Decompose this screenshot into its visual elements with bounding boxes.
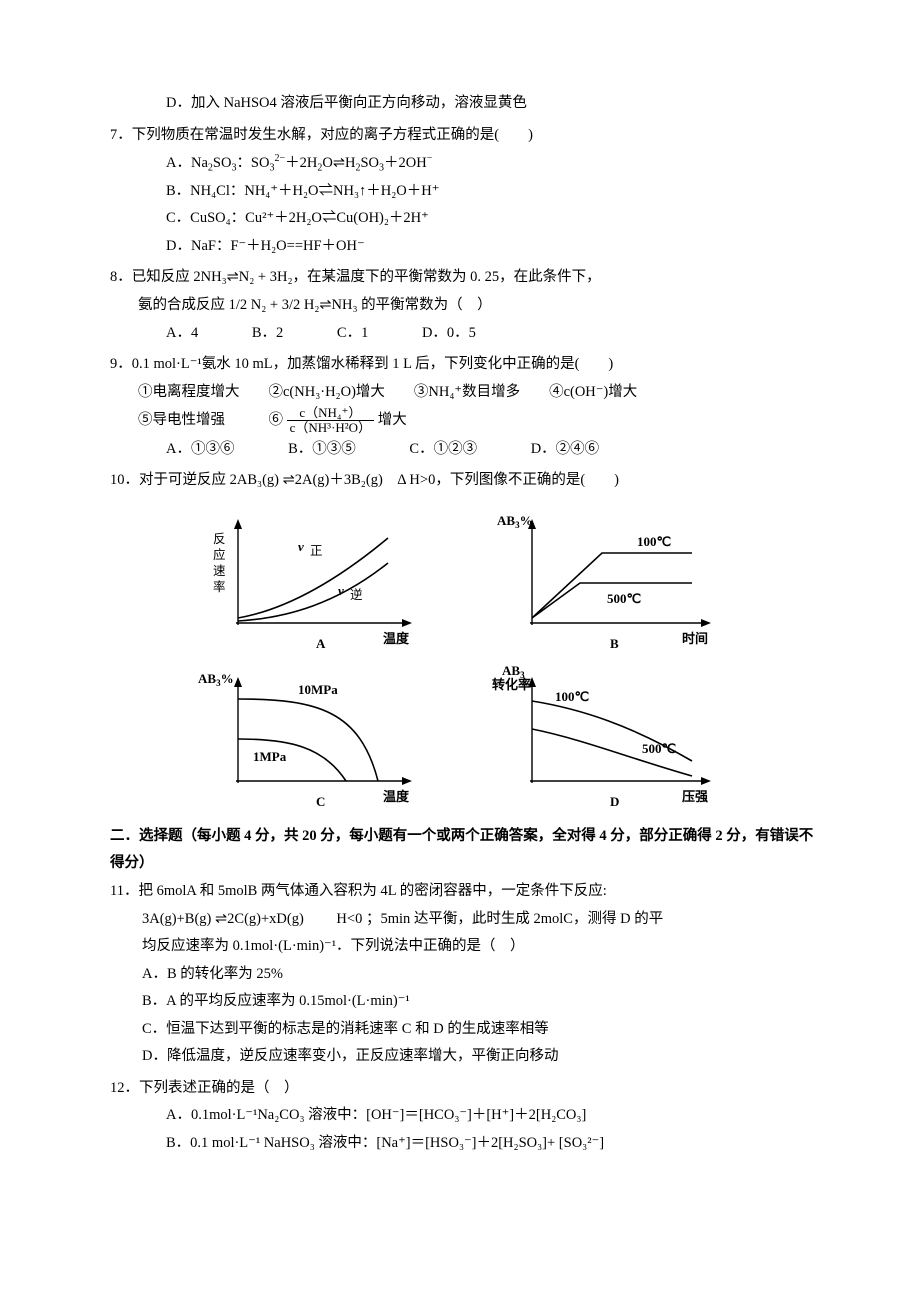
q11-C: C．恒温下达到平衡的标志是的消耗速率 C 和 D 的生成速率相等 <box>142 1016 820 1044</box>
q9: 9．0.1 mol·L⁻¹氨水 10 mL，加蒸馏水稀释到 1 L 后，下列变化… <box>110 351 820 463</box>
svg-text:正: 正 <box>310 544 323 558</box>
q9-D: D．②④⑥ <box>531 441 599 457</box>
svg-text:速: 速 <box>213 564 226 578</box>
q11-B: B．A 的平均反应速率为 0.15mol·(L·min)⁻¹ <box>142 988 820 1016</box>
svg-text:A: A <box>316 636 326 651</box>
q7-stem: 7．下列物质在常温时发生水解，对应的离子方程式正确的是( ) <box>110 122 820 150</box>
svg-text:v: v <box>338 583 344 598</box>
q12-B: B．0.1 mol·L⁻¹ NaHSO₃ 溶液中：[Na⁺]＝[HSO₃⁻]＋2… <box>166 1130 820 1158</box>
svg-text:D: D <box>610 794 619 809</box>
fraction: c（NH₄⁺） c（NH³·H²O） <box>287 406 374 436</box>
svg-text:率: 率 <box>213 579 226 594</box>
q6-opt-d: D．加入 NaHSO4 溶液后平衡向正方向移动，溶液显黄色 <box>110 90 820 118</box>
q9-items1: ①电离程度增大 ②c(NH₃·H₂O)增大 ③NH₄⁺数目增多 ④c(OH⁻)增… <box>138 379 820 407</box>
svg-text:应: 应 <box>213 547 226 562</box>
svg-text:1MPa: 1MPa <box>253 749 287 764</box>
q9-stem: 9．0.1 mol·L⁻¹氨水 10 mL，加蒸馏水稀释到 1 L 后，下列变化… <box>110 351 820 379</box>
svg-text:温度: 温度 <box>383 789 410 804</box>
svg-text:时间: 时间 <box>682 631 708 646</box>
section2-title: 二．选择题（每小题 4 分，共 20 分，每小题有一个或两个正确答案，全对得 4… <box>110 823 820 878</box>
q9-items2: ⑤导电性增强 ⑥ c（NH₄⁺） c（NH³·H²O） 增大 <box>138 406 820 436</box>
q10-stem: 10．对于可逆反应 2AB₃(g) ⇌2A(g)＋3B₂(g) Δ H>0，下列… <box>110 467 820 495</box>
chart-A: 反 应 速 率 v 正 v 逆 温度 A <box>185 503 451 653</box>
q10-charts: 反 应 速 率 v 正 v 逆 温度 A AB3% 100 <box>185 503 745 811</box>
q8-stem2: 氨的合成反应 1/2 N₂ + 3/2 H₂⇌NH₃ 的平衡常数为（ ） <box>138 292 820 320</box>
q9-options: A．①③⑥ B．①③⑤ C．①②③ D．②④⑥ <box>166 436 820 464</box>
q8-B: B．2 <box>252 325 283 341</box>
q9-C: C．①②③ <box>409 441 477 457</box>
chart-C-svg: AB3% 10MPa 1MPa 温度 C <box>198 661 438 811</box>
q11-stem1: 11．把 6molA 和 5molB 两气体通入容积为 4L 的密闭容器中，一定… <box>110 878 820 906</box>
svg-text:100℃: 100℃ <box>637 534 671 549</box>
chart-C: AB3% 10MPa 1MPa 温度 C <box>185 661 451 811</box>
q9-A: A．①③⑥ <box>166 441 234 457</box>
q7-A: A．Na2SO3：SO32−＋2H2O⇌H2SO3＋2OH− <box>166 149 820 178</box>
svg-text:B: B <box>610 636 619 651</box>
q11-D: D．降低温度，逆反应速率变小，正反应速率增大，平衡正向移动 <box>142 1043 820 1071</box>
q7: 7．下列物质在常温时发生水解，对应的离子方程式正确的是( ) A．Na2SO3：… <box>110 122 820 261</box>
svg-text:逆: 逆 <box>350 587 363 602</box>
svg-text:压强: 压强 <box>682 789 708 804</box>
q7-C: C．CuSO₄：Cu²⁺＋2H₂O⇌Cu(OH)₂＋2H⁺ <box>166 205 820 233</box>
svg-text:AB3%: AB3% <box>497 513 533 530</box>
q11-stem2: 3A(g)+B(g) ⇌2C(g)+xD(g) H<0 ；5min 达平衡，此时… <box>142 906 820 934</box>
chart-B-svg: AB3% 100℃ 500℃ 时间 B <box>492 503 732 653</box>
chart-A-svg: 反 应 速 率 v 正 v 逆 温度 A <box>198 503 438 653</box>
q8-stem1: 8．已知反应 2NH₃⇌N₂ + 3H₂，在某温度下的平衡常数为 0. 25，在… <box>110 264 820 292</box>
svg-text:AB3%: AB3% <box>198 671 234 688</box>
svg-text:反: 反 <box>213 532 226 546</box>
q12-A: A．0.1mol·L⁻¹Na₂CO₃ 溶液中：[OH⁻]＝[HCO₃⁻]＋[H⁺… <box>166 1102 820 1130</box>
q11-A: A．B 的转化率为 25% <box>142 961 820 989</box>
q9-B: B．①③⑤ <box>288 441 356 457</box>
q8-C: C．1 <box>337 325 368 341</box>
svg-text:100℃: 100℃ <box>555 689 589 704</box>
q7-B: B．NH₄Cl：NH₄⁺＋H₂O⇌NH₃↑＋H₂O＋H⁺ <box>166 178 820 206</box>
q8-D: D．0．5 <box>422 325 476 341</box>
svg-text:500℃: 500℃ <box>642 741 676 756</box>
chart-D-svg: AB3 转化率 100℃ 500℃ 压强 D <box>492 661 732 811</box>
svg-text:500℃: 500℃ <box>607 591 641 606</box>
q8: 8．已知反应 2NH₃⇌N₂ + 3H₂，在某温度下的平衡常数为 0. 25，在… <box>110 264 820 347</box>
chart-B: AB3% 100℃ 500℃ 时间 B <box>479 503 745 653</box>
svg-text:10MPa: 10MPa <box>298 682 338 697</box>
q12-stem: 12．下列表述正确的是（ ） <box>110 1075 820 1103</box>
svg-text:转化率: 转化率 <box>492 677 531 692</box>
q8-options: A．4 B．2 C．1 D．0．5 <box>166 320 820 348</box>
svg-text:v: v <box>298 539 304 554</box>
q10: 10．对于可逆反应 2AB₃(g) ⇌2A(g)＋3B₂(g) Δ H>0，下列… <box>110 467 820 811</box>
q11-stem3: 均反应速率为 0.1mol·(L·min)⁻¹．下列说法中正确的是（ ） <box>142 933 820 961</box>
option-d: D．加入 NaHSO4 溶液后平衡向正方向移动，溶液显黄色 <box>166 90 820 118</box>
svg-text:温度: 温度 <box>383 631 410 646</box>
q7-D: D．NaF：F⁻＋H₂O==HF＋OH⁻ <box>166 233 820 261</box>
chart-D: AB3 转化率 100℃ 500℃ 压强 D <box>479 661 745 811</box>
q11: 11．把 6molA 和 5molB 两气体通入容积为 4L 的密闭容器中，一定… <box>110 878 820 1071</box>
q8-A: A．4 <box>166 325 198 341</box>
q12: 12．下列表述正确的是（ ） A．0.1mol·L⁻¹Na₂CO₃ 溶液中：[O… <box>110 1075 820 1158</box>
q7-options: A．Na2SO3：SO32−＋2H2O⇌H2SO3＋2OH− B．NH₄Cl：N… <box>166 149 820 260</box>
svg-text:C: C <box>316 794 325 809</box>
